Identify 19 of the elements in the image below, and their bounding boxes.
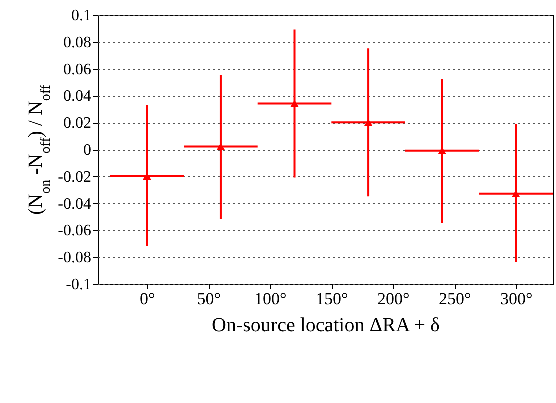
y-tick-label: 0 xyxy=(84,142,92,159)
y-tick-label: 0.08 xyxy=(64,34,92,52)
y-tick-label: -0.04 xyxy=(58,196,92,213)
x-tick-label: 250° xyxy=(438,290,472,308)
x-tick-label: 100° xyxy=(254,290,287,308)
y-tick-label: -0.06 xyxy=(58,222,92,240)
x-tick-label: 0° xyxy=(140,290,156,308)
y-tick-label: -0.1 xyxy=(66,276,92,294)
y-tick-label: 0.1 xyxy=(72,8,92,24)
x-tick-label: 50° xyxy=(197,290,222,308)
x-tick-label: 200° xyxy=(377,290,410,308)
y-tick-label: 0.02 xyxy=(64,115,92,132)
x-tick-label: 300° xyxy=(500,290,533,308)
y-tick-label: -0.02 xyxy=(58,168,92,186)
x-tick-label: 150° xyxy=(316,290,348,308)
y-tick-label: 0.04 xyxy=(64,88,92,106)
y-tick-label: 0.06 xyxy=(64,61,92,78)
y-tick-label: -0.08 xyxy=(58,250,92,267)
x-axis-title: On-source location ΔRA + δ xyxy=(212,314,440,336)
